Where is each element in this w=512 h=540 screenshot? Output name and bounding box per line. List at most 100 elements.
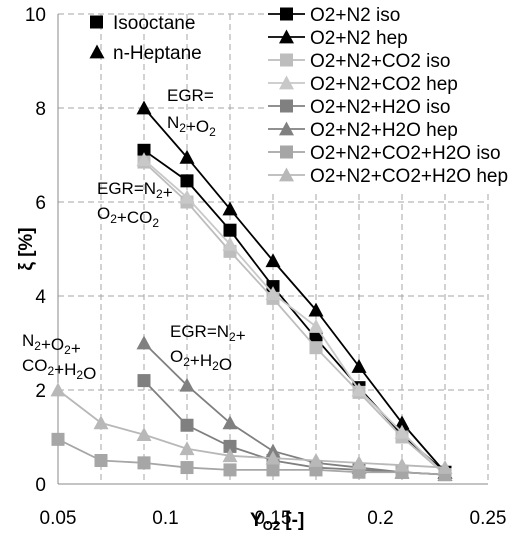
y-tick-label: 8 bbox=[35, 99, 46, 120]
series-o2-n2-co2-h2o-hep bbox=[50, 382, 453, 474]
x-axis-title-main: Y bbox=[250, 510, 263, 531]
series-legend-item: O2+N2+H2O iso bbox=[268, 97, 450, 118]
series-line bbox=[57, 389, 446, 469]
data-point bbox=[308, 319, 324, 333]
series-legend-label: O2+N2+H2O hep bbox=[310, 120, 458, 141]
subscript: 2 bbox=[34, 339, 41, 353]
square-marker-icon bbox=[90, 15, 103, 29]
annotation-text: + bbox=[236, 326, 246, 345]
annotation-text: +O bbox=[41, 335, 64, 354]
annotation-text: EGR= bbox=[167, 86, 214, 105]
data-point bbox=[309, 341, 323, 355]
annotation-line: N2+O2+ bbox=[22, 331, 81, 358]
annotation-text: N bbox=[167, 113, 179, 132]
annotations: EGR=N2+O2EGR=N2+O2+CO2EGR=N2+O2+H2ON2+O2… bbox=[22, 86, 246, 383]
x-tick-label: 0.25 bbox=[470, 508, 507, 529]
data-point bbox=[351, 455, 367, 470]
series-line bbox=[57, 438, 446, 476]
marker-legend-label: n-Heptane bbox=[113, 43, 202, 64]
annotation-a1: EGR=N2+O2 bbox=[167, 86, 216, 139]
subscript: 2 bbox=[152, 216, 159, 230]
series-line bbox=[143, 161, 446, 476]
series-legend-label: O2+N2+CO2+H2O iso bbox=[310, 143, 501, 164]
data-point bbox=[179, 377, 195, 392]
legend-marker bbox=[279, 167, 294, 182]
data-point bbox=[136, 100, 152, 115]
subscript: 2 bbox=[229, 330, 236, 344]
data-point bbox=[222, 236, 238, 251]
series-legend-label: O2+N2+CO2 iso bbox=[310, 51, 450, 72]
y-tick-label: 0 bbox=[35, 475, 46, 496]
data-point bbox=[437, 460, 453, 474]
data-point bbox=[394, 424, 410, 439]
y-axis-title: ξ [%] bbox=[16, 227, 37, 270]
subscript: 2 bbox=[64, 343, 71, 357]
series-o2-n2-hep bbox=[136, 100, 453, 479]
series-legend-box bbox=[266, 0, 512, 192]
data-point bbox=[180, 174, 194, 188]
series-legend-item: O2+N2+CO2 hep bbox=[268, 74, 458, 95]
x-tick-label: 0.2 bbox=[367, 508, 393, 529]
annotation-a4: N2+O2+CO2+H2O bbox=[22, 331, 96, 383]
x-axis-title-unit: [-] bbox=[280, 510, 304, 531]
data-point bbox=[180, 418, 194, 432]
data-point bbox=[93, 415, 109, 430]
annotation-text: N bbox=[22, 331, 34, 350]
series-legend-label: O2+N2+CO2+H2O hep bbox=[310, 166, 508, 187]
series-line bbox=[143, 159, 446, 476]
data-point bbox=[223, 463, 237, 477]
annotation-text: O bbox=[219, 355, 232, 374]
data-point bbox=[308, 302, 324, 317]
data-point bbox=[223, 223, 237, 237]
legend-marker bbox=[279, 75, 294, 90]
subscript: 2 bbox=[212, 359, 219, 373]
annotation-text: +CO bbox=[117, 208, 152, 227]
annotation-line: O2+CO2 bbox=[97, 204, 159, 230]
y-tick-label: 2 bbox=[35, 381, 46, 402]
data-point bbox=[179, 441, 195, 456]
annotation-a3: EGR=N2+O2+H2O bbox=[170, 322, 246, 374]
series-legend-item: O2+N2 iso bbox=[268, 5, 400, 26]
annotation-line: EGR= bbox=[167, 86, 214, 105]
y-tick-label: 10 bbox=[25, 5, 46, 26]
series-legend-item: O2+N2+CO2 iso bbox=[268, 51, 450, 72]
series-group bbox=[50, 100, 453, 482]
data-point bbox=[180, 461, 194, 475]
legend-marker bbox=[280, 7, 293, 21]
series-legend-label: O2+N2 iso bbox=[310, 5, 400, 26]
series-legend-label: O2+N2+CO2 hep bbox=[310, 74, 458, 95]
annotation-line: CO2+H2O bbox=[22, 356, 96, 383]
annotation-text: CO bbox=[22, 356, 48, 375]
data-point bbox=[351, 382, 367, 397]
subscript: 2 bbox=[179, 121, 186, 135]
series-line bbox=[143, 107, 446, 473]
marker-legend-item: Isooctane bbox=[90, 13, 195, 34]
series-legend-item: O2+N2+H2O hep bbox=[268, 120, 458, 141]
y-tick-label: 4 bbox=[35, 287, 46, 308]
annotation-text: O bbox=[83, 364, 96, 383]
data-point bbox=[50, 382, 66, 397]
subscript: 2 bbox=[76, 368, 83, 382]
data-point bbox=[136, 427, 152, 442]
data-point bbox=[223, 439, 237, 453]
annotation-text: EGR=N bbox=[97, 179, 156, 198]
series-legend-label: O2+N2+H2O iso bbox=[310, 97, 450, 118]
annotation-text: +O bbox=[186, 117, 209, 136]
y-tick-label: 6 bbox=[35, 193, 46, 214]
annotation-text: + bbox=[71, 339, 81, 358]
series-legend-item: O2+N2+CO2+H2O iso bbox=[268, 143, 501, 164]
subscript: 2 bbox=[156, 187, 163, 201]
data-point bbox=[222, 448, 238, 463]
subscript: 2 bbox=[209, 125, 216, 139]
annotation-a2: EGR=N2+O2+CO2 bbox=[97, 179, 173, 230]
x-axis-title-sub: O2 bbox=[263, 518, 280, 533]
data-point bbox=[137, 456, 151, 470]
triangle-marker-icon bbox=[89, 44, 105, 59]
data-point bbox=[222, 201, 238, 216]
subscript: 2 bbox=[183, 355, 190, 369]
x-tick-label: 0.1 bbox=[152, 508, 178, 529]
data-point bbox=[137, 374, 151, 388]
